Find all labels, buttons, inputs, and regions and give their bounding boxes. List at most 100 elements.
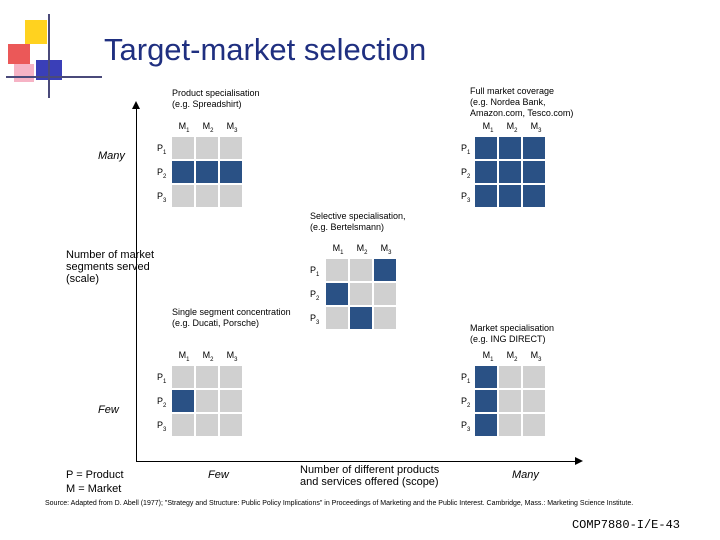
market-label: M2 [202, 121, 214, 134]
matrix-cell-empty [196, 366, 218, 388]
matrix-cell-empty [172, 137, 194, 159]
matrix-cell-empty [220, 185, 242, 207]
matrix-strategy-name: Selective specialisation, [310, 211, 406, 221]
product-label: P2 [461, 167, 471, 180]
x-axis-few-label: Few [208, 469, 229, 481]
matrix-caption: Product specialisation (e.g. Spreadshirt) [172, 88, 290, 110]
market-label: M1 [482, 121, 494, 134]
source-note: Source: Adapted from D. Abell (1977); "S… [45, 500, 634, 507]
product-label: P1 [461, 143, 471, 156]
x-axis-line [136, 461, 576, 462]
matrix-grid [326, 259, 396, 329]
market-label: M1 [482, 350, 494, 363]
matrix-cell-empty [350, 259, 372, 281]
market-label: M2 [506, 121, 518, 134]
market-label: M3 [380, 243, 392, 256]
matrix-cell-filled [523, 137, 545, 159]
matrix-cell-filled [172, 161, 194, 183]
logo-square-pink [14, 64, 34, 82]
matrix-cell-empty [196, 390, 218, 412]
matrix-cell-empty [350, 283, 372, 305]
product-label: P1 [157, 372, 167, 385]
market-header: M1 M2 M3 [172, 350, 244, 363]
matrix-cell-empty [220, 390, 242, 412]
market-label: M2 [356, 243, 368, 256]
matrix-grid [172, 366, 242, 436]
matrix-cell-empty [326, 259, 348, 281]
matrix-strategy-name: Market specialisation [470, 323, 555, 333]
matrix-cell-filled [374, 259, 396, 281]
matrix-cell-filled [499, 137, 521, 159]
logo-square-red [8, 44, 30, 64]
matrix-cell-empty [499, 414, 521, 436]
product-label: P1 [157, 143, 167, 156]
matrix-caption: Selective specialisation, (e.g. Bertelsma… [310, 211, 428, 233]
matrix-cell-filled [475, 414, 497, 436]
matrix-cell-filled [475, 185, 497, 207]
matrix-example: (e.g. Spreadshirt) [172, 99, 242, 109]
matrix-example: (e.g. Bertelsmann) [310, 222, 385, 232]
matrix-cell-filled [475, 137, 497, 159]
matrix-cell-empty [196, 137, 218, 159]
matrix-cell-filled [499, 185, 521, 207]
matrix-caption: Market specialisation (e.g. ING DIRECT) [470, 323, 588, 345]
matrix-grid [172, 137, 242, 207]
matrix-cell-empty [523, 390, 545, 412]
y-axis-many-label: Many [98, 150, 125, 162]
product-label: P2 [461, 396, 471, 409]
x-axis-label: Number of different products and service… [300, 464, 440, 488]
market-label: M3 [530, 121, 542, 134]
matrix-cell-filled [523, 161, 545, 183]
matrix-cell-filled [499, 161, 521, 183]
matrix-cell-empty [499, 366, 521, 388]
matrix-cell-empty [172, 414, 194, 436]
matrix-example: (e.g. Ducati, Porsche) [172, 318, 260, 328]
matrix-cell-empty [326, 307, 348, 329]
matrix-cell-filled [220, 161, 242, 183]
matrix-cell-empty [523, 366, 545, 388]
matrix-cell-empty [220, 414, 242, 436]
product-label: P2 [157, 167, 167, 180]
matrix-cell-filled [350, 307, 372, 329]
market-label: M2 [506, 350, 518, 363]
matrix-cell-empty [374, 307, 396, 329]
market-label: M2 [202, 350, 214, 363]
page-title: Target-market selection [104, 32, 427, 67]
matrix-cell-filled [475, 390, 497, 412]
product-label: P3 [461, 420, 471, 433]
product-label: P2 [310, 289, 320, 302]
matrix-cell-empty [172, 366, 194, 388]
product-label: P3 [157, 191, 167, 204]
matrix-example: (e.g. Nordea Bank, Amazon.com, Tesco.com… [470, 97, 574, 118]
product-label: P2 [157, 396, 167, 409]
matrix-strategy-name: Single segment concentration [172, 307, 291, 317]
legend-product: P = Product [66, 469, 124, 481]
y-axis-arrowhead [132, 101, 140, 109]
y-axis-label: Number of market segments served (scale) [66, 249, 155, 285]
market-label: M3 [530, 350, 542, 363]
matrix-cell-filled [172, 390, 194, 412]
matrix-example: (e.g. ING DIRECT) [470, 334, 546, 344]
matrix-cell-empty [523, 414, 545, 436]
matrix-cell-filled [196, 161, 218, 183]
product-label: P3 [157, 420, 167, 433]
y-axis-line [136, 108, 137, 462]
product-label: P1 [461, 372, 471, 385]
legend-market: M = Market [66, 483, 122, 495]
matrix-cell-empty [196, 414, 218, 436]
y-axis-few-label: Few [98, 404, 119, 416]
matrix-cell-filled [475, 161, 497, 183]
matrix-cell-filled [326, 283, 348, 305]
matrix-cell-filled [523, 185, 545, 207]
matrix-cell-empty [220, 366, 242, 388]
market-header: M1 M2 M3 [172, 121, 244, 134]
matrix-grid [475, 137, 545, 207]
matrix-cell-empty [196, 185, 218, 207]
matrix-grid [475, 366, 545, 436]
market-label: M1 [178, 121, 190, 134]
matrix-strategy-name: Product specialisation [172, 88, 260, 98]
market-header: M1 M2 M3 [476, 350, 548, 363]
logo-divider-vertical [48, 14, 50, 98]
market-label: M1 [178, 350, 190, 363]
matrix-cell-filled [475, 366, 497, 388]
